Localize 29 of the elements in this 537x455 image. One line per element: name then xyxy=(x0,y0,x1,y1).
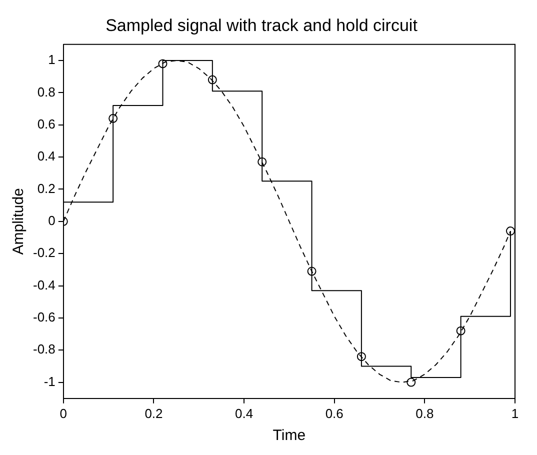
x-axis-title: Time xyxy=(272,427,306,444)
point xyxy=(208,75,217,84)
y-tick-label: 0.8 xyxy=(37,84,56,100)
y-tick-label: 0.2 xyxy=(37,180,56,196)
y-tick-label: 0.6 xyxy=(37,116,56,132)
y-tick-label: 0.4 xyxy=(37,148,56,164)
y-tick-label: -0.2 xyxy=(32,245,56,260)
y-tick-label: 0 xyxy=(48,212,56,228)
chart-title: Sampled signal with track and hold circuit xyxy=(106,16,418,35)
point xyxy=(258,157,267,166)
point xyxy=(506,226,515,236)
y-tick-label: -0.4 xyxy=(32,277,56,292)
point xyxy=(406,378,416,387)
point xyxy=(307,266,316,276)
x-tick-label: 0.6 xyxy=(325,406,344,421)
x-tick-label: 0.2 xyxy=(144,406,163,421)
point xyxy=(158,59,168,68)
x-tick-label: 0.4 xyxy=(235,406,254,421)
x-tick-label: 0 xyxy=(60,406,68,421)
y-tick-label: -0.8 xyxy=(32,342,56,357)
point xyxy=(356,352,366,362)
point xyxy=(456,326,466,336)
y-axis-title: Amplitude xyxy=(10,188,28,255)
y-tick-label: -0.6 xyxy=(32,310,56,325)
point xyxy=(108,114,118,123)
x-tick-label: 1 xyxy=(511,406,519,421)
y-tick-label: 1 xyxy=(48,52,56,68)
x-tick-label: 0.8 xyxy=(416,406,434,421)
y-tick-label: -1 xyxy=(44,374,56,389)
